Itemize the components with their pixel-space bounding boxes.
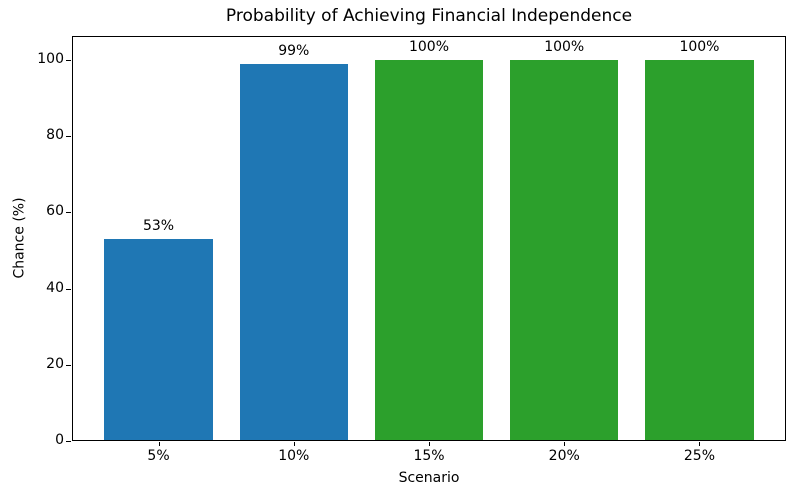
bar-value-label: 100% [544,38,585,55]
y-tick-label: 40 [46,279,64,296]
y-tick-label: 0 [55,432,64,448]
bar-value-label: 100% [679,38,720,55]
x-tick-mark [564,442,566,446]
bar-10% [239,63,348,441]
y-tick-mark [66,441,71,442]
bar-value-label: 99% [278,42,310,59]
bar-value-label: 53% [142,217,175,234]
y-tick-mark [66,59,71,61]
bar-value-label: 100% [408,38,450,55]
bar-15% [374,59,484,441]
y-tick-mark [66,212,71,214]
bar-5% [104,238,213,441]
y-tick-label: 100 [37,50,64,67]
bar-25% [645,59,754,441]
y-tick-label: 60 [46,203,64,220]
x-tick-label: 10% [278,448,310,464]
x-axis-label: Scenario [398,470,460,486]
x-tick-label: 20% [548,448,580,464]
y-tick-mark [66,364,71,366]
y-tick-label: 80 [46,127,64,144]
y-tick-label: 20 [46,355,64,372]
x-tick-mark [429,442,430,446]
x-tick-label: 15% [413,448,445,464]
bar-20% [510,59,619,441]
x-tick-label: 5% [147,448,170,464]
x-tick-mark [158,442,160,446]
x-tick-label: 25% [683,448,716,464]
x-tick-mark [699,442,701,446]
y-tick-mark [66,136,71,138]
y-axis-label: Chance (%) [11,197,28,279]
chart-title: Probability of Achieving Financial Indep… [225,6,633,26]
x-tick-mark [293,442,295,446]
y-tick-mark [66,288,71,290]
